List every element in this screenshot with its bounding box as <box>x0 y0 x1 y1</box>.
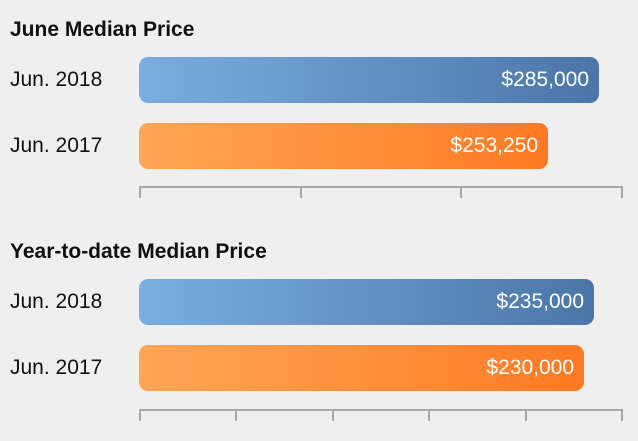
x-axis <box>0 409 638 429</box>
category-label: Jun. 2017 <box>10 356 103 379</box>
bar: $230,000 <box>139 345 584 391</box>
bar-value-label: $235,000 <box>496 290 584 313</box>
x-axis <box>0 186 638 206</box>
x-axis-tick <box>139 186 141 198</box>
chart-title: Year-to-date Median Price <box>10 240 267 263</box>
bar-value-label: $253,250 <box>450 134 538 157</box>
x-axis-tick <box>300 186 302 198</box>
x-axis-tick <box>460 186 462 198</box>
chart-june-median-price: June Median Price Jun. 2018 $285,000 Jun… <box>0 16 638 206</box>
x-axis-tick <box>525 409 527 421</box>
chart-ytd-median-price: Year-to-date Median Price Jun. 2018 $235… <box>0 238 638 428</box>
bar: $253,250 <box>139 123 548 169</box>
x-axis-tick <box>332 409 334 421</box>
bar: $285,000 <box>139 57 599 103</box>
category-label: Jun. 2017 <box>10 134 103 157</box>
category-label: Jun. 2018 <box>10 290 103 313</box>
category-label: Jun. 2018 <box>10 68 103 91</box>
x-axis-tick <box>428 409 430 421</box>
x-axis-tick <box>621 409 623 421</box>
bar-value-label: $285,000 <box>501 68 589 91</box>
bar-value-label: $230,000 <box>486 356 574 379</box>
x-axis-line <box>139 409 623 411</box>
x-axis-line <box>139 186 623 188</box>
bar: $235,000 <box>139 279 594 325</box>
x-axis-tick <box>235 409 237 421</box>
chart-title: June Median Price <box>10 18 195 41</box>
x-axis-tick <box>621 186 623 198</box>
x-axis-tick <box>139 409 141 421</box>
